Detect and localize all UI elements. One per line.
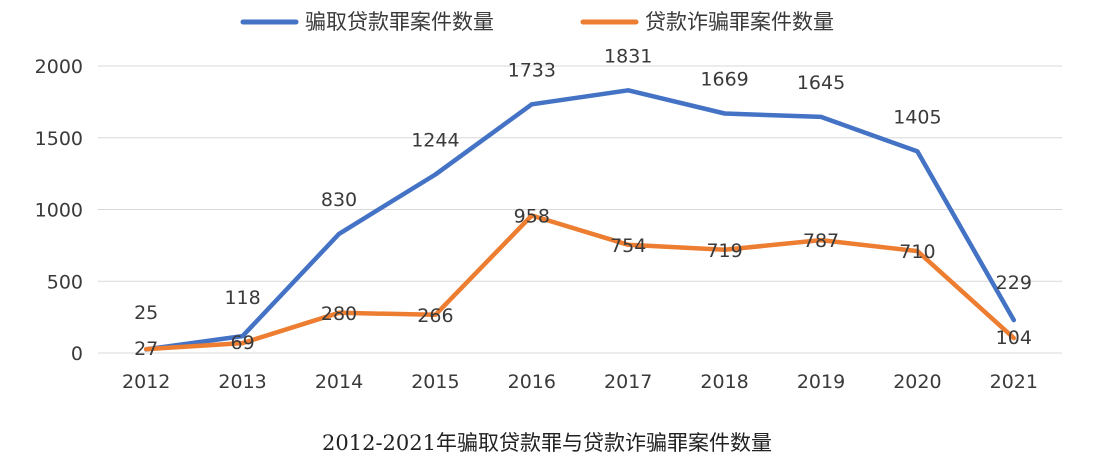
- legend-label-series-2: 贷款诈骗罪案件数量: [645, 10, 834, 34]
- y-tick-label-1000: 1000: [35, 200, 83, 222]
- data-labels: 25 118 830 1244 1733 1831 1669 1645 1405 229 27 69 2…: [134, 45, 1032, 360]
- series-blue-data-label-2018: 1669: [700, 68, 748, 90]
- x-tick-label-2020: 2020: [893, 371, 941, 393]
- series-blue-data-label-2016: 1733: [508, 59, 556, 81]
- y-tick-label-1500: 1500: [35, 128, 83, 150]
- series-blue-data-label-2015: 1244: [411, 129, 459, 151]
- x-tick-label-2015: 2015: [411, 371, 459, 393]
- series-blue-line: [143, 88, 1017, 352]
- series-orange-data-label-2013: 69: [231, 332, 255, 354]
- series-orange-data-label-2018: 719: [706, 240, 742, 262]
- x-tick-label-2017: 2017: [604, 371, 652, 393]
- series-blue-data-label-2014: 830: [321, 189, 357, 211]
- series-orange-data-label-2015: 266: [417, 305, 453, 327]
- legend-label-series-1: 骗取贷款罪案件数量: [305, 10, 494, 34]
- series-orange-data-label-2019: 787: [803, 230, 839, 252]
- x-tick-label-2014: 2014: [315, 371, 363, 393]
- x-axis-ticks: 2012 2013 2014 2015 2016 2017 2018 2019 2020 2021: [122, 371, 1038, 393]
- y-axis-ticks: 0 500 1000 1500 2000: [35, 56, 83, 365]
- series-blue-data-label-2019: 1645: [797, 72, 845, 94]
- series-orange-data-label-2020: 710: [899, 241, 935, 263]
- series-orange-data-label-2017: 754: [610, 235, 646, 257]
- series-orange-data-label-2012: 27: [134, 338, 158, 360]
- series-blue-data-label-2021: 229: [996, 272, 1032, 294]
- series-blue-data-label-2020: 1405: [893, 106, 941, 128]
- series-orange-line: [143, 213, 1017, 352]
- series-blue-data-label-2017: 1831: [604, 45, 652, 67]
- y-tick-label-0: 0: [71, 343, 83, 365]
- x-tick-label-2013: 2013: [218, 371, 266, 393]
- y-tick-label-500: 500: [47, 271, 83, 293]
- x-tick-label-2019: 2019: [797, 371, 845, 393]
- y-tick-label-2000: 2000: [35, 56, 83, 78]
- series-lines: [143, 88, 1017, 352]
- series-orange-data-label-2021: 104: [996, 327, 1032, 349]
- series-blue-data-label-2013: 118: [224, 287, 260, 309]
- x-tick-label-2012: 2012: [122, 371, 170, 393]
- series-blue-data-label-2012: 25: [134, 302, 158, 324]
- x-tick-label-2016: 2016: [508, 371, 556, 393]
- x-tick-label-2018: 2018: [700, 371, 748, 393]
- series-orange-data-label-2016: 958: [514, 206, 550, 228]
- series-orange-data-label-2014: 280: [321, 303, 357, 325]
- chart-caption: 2012-2021年骗取贷款罪与贷款诈骗罪案件数量: [322, 431, 772, 455]
- gridlines: [98, 65, 1062, 354]
- legend: 骗取贷款罪案件数量 贷款诈骗罪案件数量: [240, 10, 834, 34]
- x-tick-label-2021: 2021: [990, 371, 1038, 393]
